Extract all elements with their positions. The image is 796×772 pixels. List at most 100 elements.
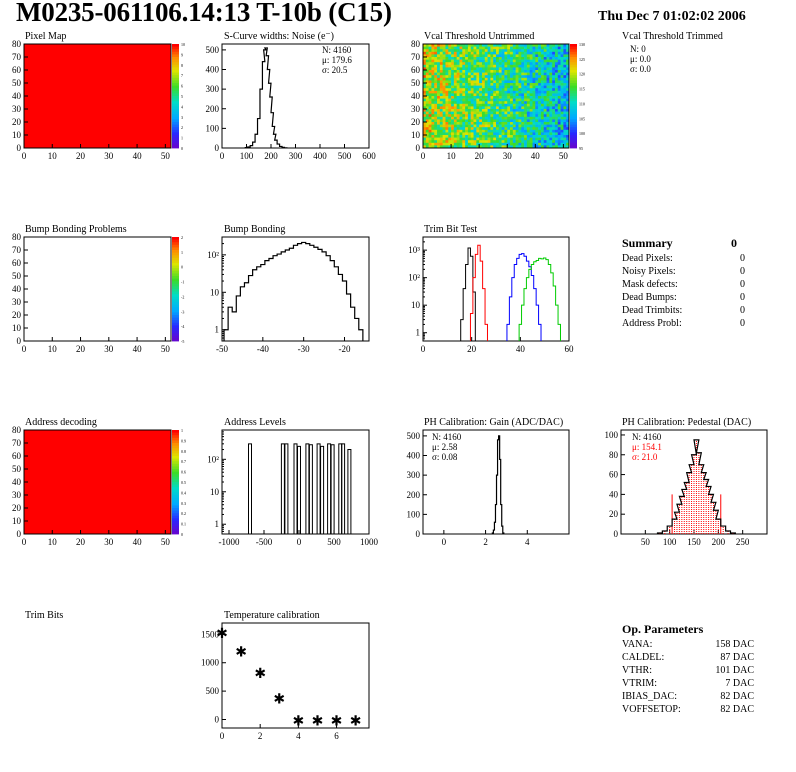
heatmap-cell [481, 93, 486, 97]
heatmap-cell [557, 106, 561, 110]
heatmap-cell [445, 116, 449, 120]
scatter-point: ✱ [273, 691, 285, 707]
heatmap-cell [484, 88, 488, 92]
heatmap-cell [512, 127, 516, 131]
series-2-line [506, 253, 542, 341]
heatmap-cell [423, 75, 427, 79]
colorbar-tick-label: 1 [181, 136, 183, 141]
heatmap-cell [538, 145, 542, 149]
colorbar-segment [172, 304, 179, 308]
heatmap-cell [498, 129, 502, 133]
heatmap-cell [448, 127, 452, 131]
heatmap-cell [476, 103, 480, 107]
colorbar-tick-label: 0 [181, 532, 183, 537]
heatmap-cell [532, 93, 536, 97]
heatmap-cell [481, 49, 486, 53]
heatmap-cell [543, 96, 547, 99]
colorbar-segment [172, 322, 179, 326]
heatmap-cell [524, 96, 528, 99]
heatmap-cell [470, 101, 474, 105]
heatmap-cell [462, 51, 466, 55]
heatmap-cell [526, 57, 530, 60]
heatmap-cell [563, 135, 567, 138]
heatmap-cell [549, 72, 553, 76]
heatmap-cell [554, 75, 559, 79]
heatmap-cell [526, 119, 530, 123]
heatmap-cell [518, 90, 522, 94]
heatmap-cell [465, 124, 469, 128]
y-tick-label: 100 [407, 509, 421, 519]
scatter-point: ✱ [331, 714, 343, 730]
heatmap-cell [476, 132, 480, 136]
heatmap-cell [442, 109, 446, 112]
heatmap-cell [428, 44, 432, 47]
y-tick-label: 20 [12, 310, 22, 320]
address-levels-frame [221, 429, 370, 535]
heatmap-cell [566, 83, 570, 86]
heatmap-cell [423, 135, 427, 138]
colorbar-tick-label: -4 [181, 324, 184, 329]
heatmap-cell [490, 98, 494, 102]
heatmap-cell [563, 46, 567, 50]
heatmap-cell [473, 83, 477, 86]
heatmap-cell [428, 90, 432, 94]
heatmap-cell [535, 46, 539, 50]
heatmap-cell [431, 103, 435, 107]
colorbar-segment [172, 474, 179, 478]
heatmap-cell [549, 135, 553, 138]
heatmap-cell [496, 122, 500, 125]
heatmap-cell [512, 135, 516, 138]
heatmap-cell [487, 57, 491, 60]
heatmap-cell [423, 80, 427, 84]
colorbar-segment [172, 265, 179, 269]
heatmap-cell [453, 98, 457, 102]
heatmap-cell [439, 106, 443, 110]
heatmap-cell [439, 59, 443, 63]
heatmap-cell [507, 101, 511, 105]
heatmap-cell [467, 106, 472, 110]
heatmap-cell [538, 135, 542, 138]
colorbar-segment [172, 64, 179, 68]
colorbar-segment [172, 505, 179, 509]
heatmap-cell [538, 109, 542, 112]
heatmap-cell [481, 75, 486, 79]
heatmap-cell [423, 44, 427, 47]
heatmap-cell [479, 72, 483, 76]
heatmap-cell [439, 103, 443, 107]
colorbar-segment [172, 242, 179, 246]
heatmap-cell [476, 145, 480, 149]
heatmap-cell [445, 129, 449, 133]
heatmap-cell [459, 122, 463, 125]
heatmap-cell [515, 114, 519, 118]
op-param-value: 7 DAC [725, 678, 754, 689]
heatmap-cell [448, 51, 452, 55]
heatmap-cell [524, 142, 528, 146]
heatmap-cell [512, 137, 516, 141]
heatmap-cell [529, 145, 533, 149]
heatmap-cell [493, 116, 497, 120]
colorbar-segment [172, 471, 179, 475]
heatmap-cell [546, 67, 550, 71]
colorbar-segment [172, 142, 179, 146]
heatmap-cell [462, 106, 466, 110]
heatmap-cell [467, 116, 472, 120]
heatmap-cell [507, 96, 511, 99]
heatmap-cell [507, 57, 511, 60]
heatmap-cell [445, 90, 449, 94]
colorbar-segment [172, 479, 179, 483]
heatmap-cell [479, 80, 483, 84]
heatmap-cell [549, 103, 553, 107]
heatmap-cell [479, 90, 483, 94]
heatmap-cell [498, 67, 502, 71]
heatmap-cell [504, 129, 508, 133]
colorbar-tick-label: -2 [181, 294, 184, 299]
heatmap-cell [439, 132, 443, 136]
heatmap-cell [493, 101, 497, 105]
heatmap-cell [487, 77, 491, 81]
colorbar-segment [172, 317, 179, 321]
heatmap-cell [437, 137, 441, 141]
heatmap-cell [442, 93, 446, 97]
heatmap-cell [510, 96, 514, 99]
heatmap-cell [445, 51, 449, 55]
heatmap-cell [552, 54, 556, 58]
